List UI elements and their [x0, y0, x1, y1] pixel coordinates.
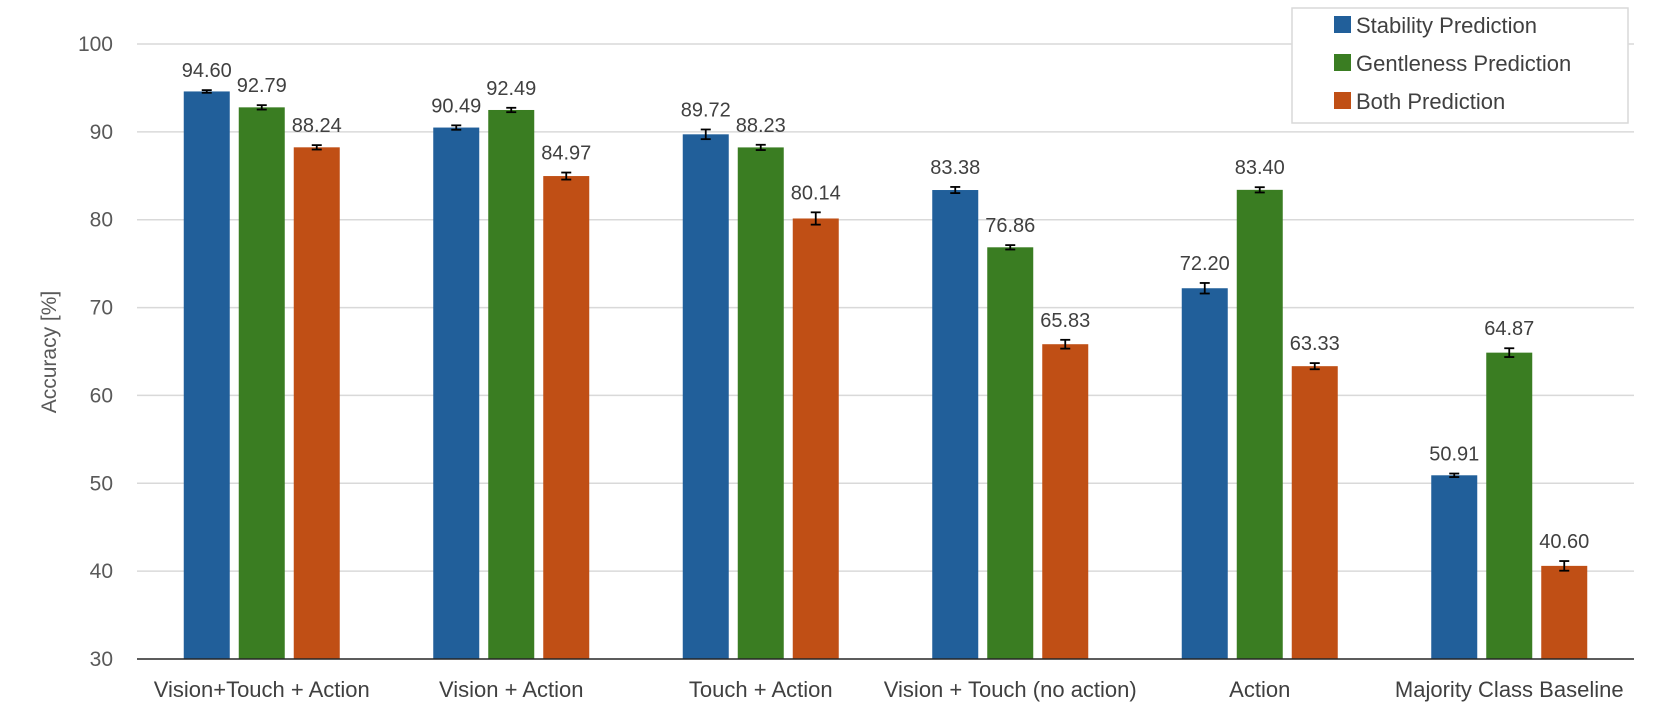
y-tick-label: 40: [90, 560, 113, 583]
data-label: 84.97: [541, 143, 591, 165]
error-bar: [1309, 362, 1320, 371]
legend-swatch: [1334, 54, 1351, 71]
data-label: 64.87: [1484, 318, 1534, 340]
bar: [238, 107, 285, 660]
error-bar: [950, 186, 961, 194]
error-bar: [1449, 472, 1460, 478]
error-bar: [700, 128, 711, 141]
y-tick-label: 90: [90, 121, 113, 144]
category-label: Touch + Action: [689, 677, 833, 702]
bar: [543, 176, 590, 659]
y-tick-label: 30: [90, 648, 113, 671]
error-bar: [810, 211, 821, 226]
bar: [1291, 366, 1338, 659]
bar: [932, 190, 979, 660]
category-label: Action: [1229, 677, 1290, 702]
data-label: 88.24: [292, 115, 342, 137]
error-bar: [1504, 347, 1515, 358]
bar: [1181, 288, 1228, 659]
error-bar: [506, 106, 517, 114]
error-bar: [1559, 560, 1570, 572]
bar: [183, 91, 230, 659]
y-tick-label: 50: [90, 472, 113, 495]
bar: [433, 127, 480, 660]
legend-item: Both Prediction: [1334, 89, 1505, 114]
data-label: 76.86: [985, 215, 1035, 237]
data-label: 72.20: [1180, 253, 1230, 275]
gridlines: [137, 43, 1634, 572]
y-tick-label: 70: [90, 297, 113, 320]
legend-swatch: [1334, 16, 1351, 33]
bar: [1541, 565, 1588, 659]
error-bar: [201, 89, 212, 94]
bar: [987, 247, 1034, 659]
error-bar: [561, 171, 572, 181]
category-label: Vision+Touch + Action: [154, 677, 370, 702]
bar: [488, 109, 535, 659]
data-label: 92.79: [237, 75, 287, 97]
bar: [737, 147, 784, 660]
y-tick-label: 80: [90, 209, 113, 232]
bar: [1042, 344, 1089, 659]
error-bar: [1199, 282, 1210, 295]
error-bars: [201, 89, 1570, 572]
legend-label: Stability Prediction: [1356, 13, 1537, 38]
bar: [792, 218, 839, 659]
y-tick-label: 100: [78, 33, 113, 56]
data-label: 94.60: [182, 60, 232, 82]
category-label: Majority Class Baseline: [1395, 677, 1624, 702]
bar: [1486, 352, 1533, 659]
bar: [293, 147, 340, 659]
data-label: 50.91: [1429, 444, 1479, 466]
data-label: 83.40: [1235, 157, 1285, 179]
legend-item: Stability Prediction: [1334, 13, 1537, 38]
error-bar: [451, 124, 462, 131]
category-label: Vision + Touch (no action): [884, 677, 1137, 702]
legend-label: Both Prediction: [1356, 89, 1505, 114]
error-bar: [256, 104, 267, 111]
error-bar: [1005, 244, 1016, 251]
data-label: 92.49: [486, 78, 536, 100]
data-label: 89.72: [681, 99, 731, 121]
bar: [682, 134, 729, 659]
legend-label: Gentleness Prediction: [1356, 51, 1571, 76]
bar: [1431, 475, 1478, 659]
data-label: 40.60: [1539, 531, 1589, 553]
error-bar: [1254, 186, 1265, 194]
data-label: 80.14: [791, 182, 841, 204]
legend-swatch: [1334, 92, 1351, 109]
bar: [1236, 189, 1283, 660]
y-tick-label: 60: [90, 384, 113, 407]
y-tick-labels: 30 40 50 60 70 80 90 100: [78, 33, 113, 671]
data-label: 65.83: [1040, 310, 1090, 332]
legend: Stability Prediction Gentleness Predictio…: [1291, 7, 1629, 124]
error-bar: [311, 144, 322, 151]
error-bar: [755, 143, 766, 151]
bar-series: [183, 91, 1588, 660]
error-bar: [1060, 338, 1071, 350]
category-labels: Vision+Touch + Action Vision + Action Touc…: [154, 677, 1624, 702]
y-axis-label: Accuracy [%]: [38, 291, 61, 414]
data-label: 83.38: [930, 157, 980, 179]
data-label: 88.23: [736, 115, 786, 137]
category-label: Vision + Action: [439, 677, 584, 702]
legend-item: Gentleness Prediction: [1334, 51, 1571, 76]
data-label: 63.33: [1290, 333, 1340, 355]
data-label: 90.49: [431, 95, 481, 117]
